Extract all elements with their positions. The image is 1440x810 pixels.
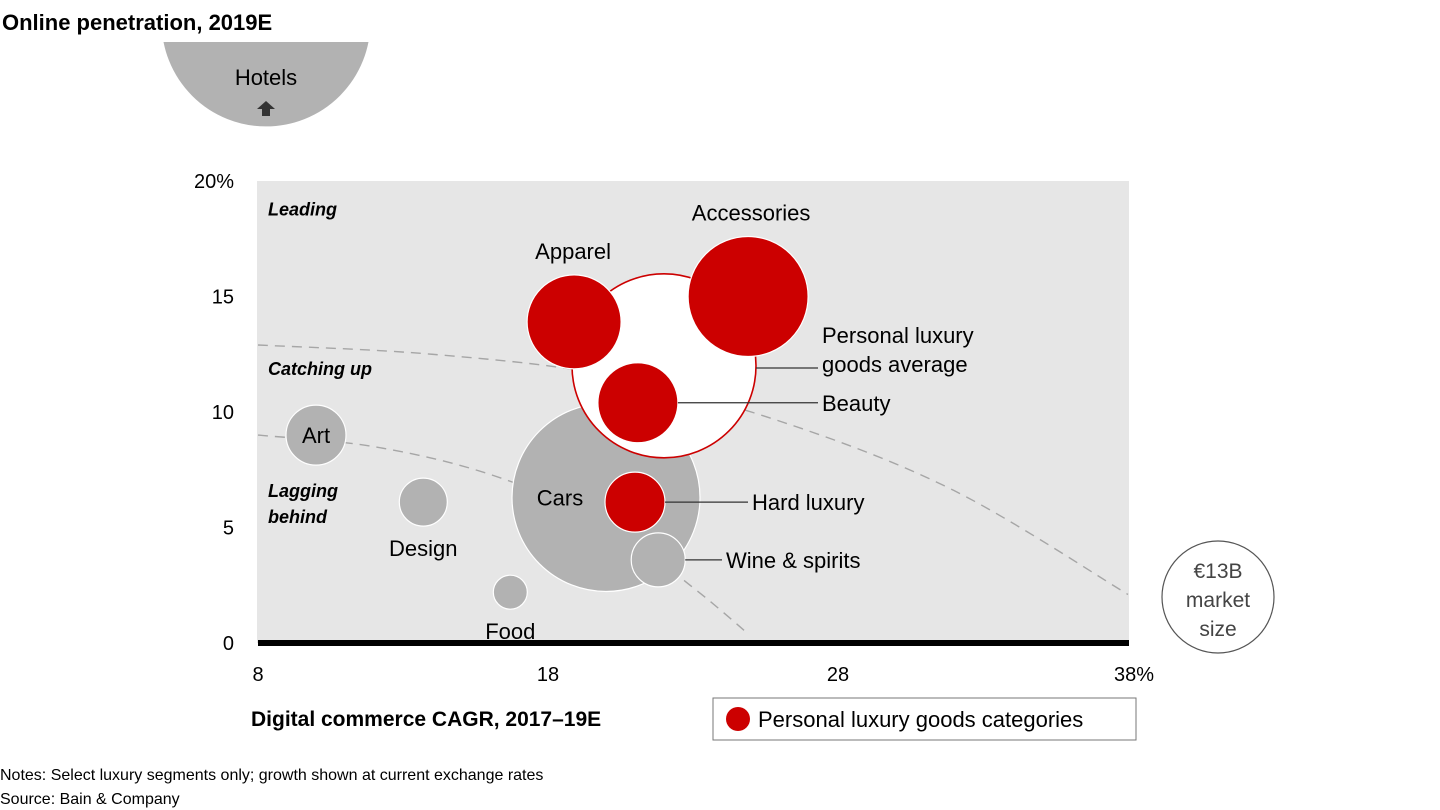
legend-swatch [726,707,750,731]
bubble-design [398,477,448,527]
bubble-label-accessories: Accessories [692,201,811,226]
x-tick-label: 8 [252,664,263,686]
bubbles [285,235,809,610]
bubble-apparel [526,274,622,370]
bubble-label-art: Art [302,423,330,448]
bubble-accessories [687,235,809,358]
bubble-label-beauty: Beauty [822,391,891,416]
zone-label-lagging-behind-2: behind [268,507,328,527]
bubble-hotels [162,42,370,128]
y-tick-label: 0 [223,633,234,655]
legend-label: Personal luxury goods categories [758,707,1083,732]
bubble-art [285,404,347,466]
zone-label-catching-up: Catching up [268,359,372,379]
x-tick-label: 18 [537,664,559,686]
size-key-line-3: size [1199,618,1236,641]
y-tick-label: 20% [194,171,234,193]
notes: Notes: Select luxury segments only; grow… [0,767,543,784]
size-key-line-1: €13B [1193,560,1242,583]
bubble-beauty [597,362,679,444]
x-axis-ticks: 8 18 28 38% [252,664,1154,686]
leader-lines [665,367,818,561]
legend: Personal luxury goods categories [712,697,1137,741]
x-axis-title: Digital commerce CAGR, 2017–19E [251,708,601,731]
x-tick-label: 28 [827,664,849,686]
bubble-label-design: Design [389,536,457,561]
bubble-food [492,574,528,610]
size-key-circle [1161,540,1275,654]
size-key: €13B market size [1161,540,1275,654]
zone-labels: Leading Catching up Lagging behind [268,200,372,527]
bubble-label-hard-luxury: Hard luxury [752,490,864,515]
up-arrow-icon [257,101,275,116]
y-tick-label: 10 [212,402,234,424]
y-tick-label: 5 [223,518,234,540]
bubble-hard-luxury [604,471,666,533]
bubble-wine-spirits [630,532,686,588]
bubble-label-hotels: Hotels [235,65,297,90]
hotels-layer [162,42,370,128]
bubble-label-personal-luxury-goods-average-2: goods average [822,352,968,377]
x-axis-line [258,640,1129,646]
source: Source: Bain & Company [0,791,180,808]
y-axis-ticks: 0 5 10 15 20% [194,171,234,655]
chart-title: Online penetration, 2019E [2,10,272,35]
x-tick-label: 38% [1114,664,1154,686]
zone-label-lagging-behind: Lagging [268,481,338,501]
legend-box [712,697,1137,741]
y-tick-label: 15 [212,287,234,309]
bubble-label-personal-luxury-goods-average-1: Personal luxury [822,323,974,348]
bubble-label-apparel: Apparel [535,239,611,264]
bubble-label-cars: Cars [537,485,583,510]
size-key-line-2: market [1186,589,1250,612]
bubble-label-wine-spirits: Wine & spirits [726,548,860,573]
zone-label-leading: Leading [268,200,337,220]
